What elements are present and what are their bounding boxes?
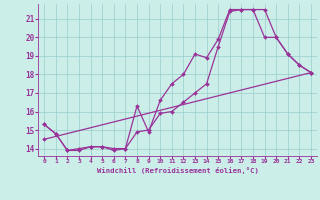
X-axis label: Windchill (Refroidissement éolien,°C): Windchill (Refroidissement éolien,°C): [97, 167, 259, 174]
